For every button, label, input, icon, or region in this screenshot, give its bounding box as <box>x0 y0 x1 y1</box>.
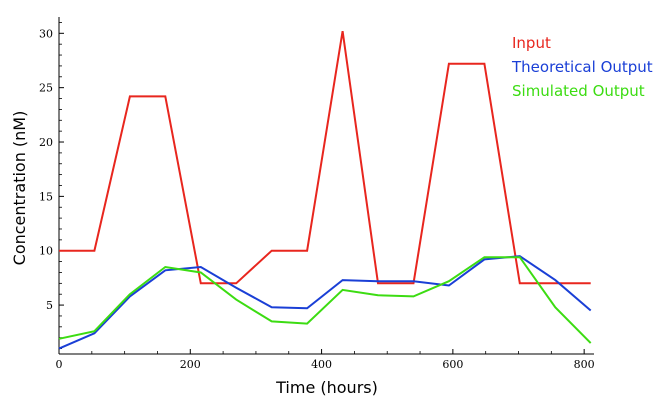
x-tick-label: 0 <box>56 358 63 371</box>
x-tick-label: 400 <box>311 358 332 371</box>
x-tick-label: 600 <box>442 358 463 371</box>
legend-entry-theoretical-output: Theoretical Output <box>511 58 653 76</box>
x-axis-title: Time (hours) <box>275 378 378 396</box>
y-tick-label: 10 <box>39 245 53 258</box>
y-tick-label: 15 <box>39 190 53 203</box>
y-tick-label: 5 <box>46 299 53 312</box>
legend: Input Theoretical Output Simulated Outpu… <box>511 34 653 100</box>
series-line-theoretical-output <box>58 255 592 350</box>
y-tick-label: 30 <box>39 27 53 40</box>
legend-entry-simulated-output: Simulated Output <box>512 82 645 100</box>
series-line-input <box>59 30 591 285</box>
series-lines <box>58 30 592 350</box>
series-line-simulated-output <box>58 256 592 344</box>
y-tick-label: 25 <box>39 82 53 95</box>
y-axis-title: Concentration (nM) <box>10 111 29 266</box>
ticks: 0 200 400 600 800 5 10 15 20 25 30 <box>39 22 595 371</box>
y-tick-label: 20 <box>39 136 53 149</box>
x-tick-label: 800 <box>574 358 595 371</box>
legend-entry-input: Input <box>512 34 551 52</box>
x-tick-label: 200 <box>180 358 201 371</box>
